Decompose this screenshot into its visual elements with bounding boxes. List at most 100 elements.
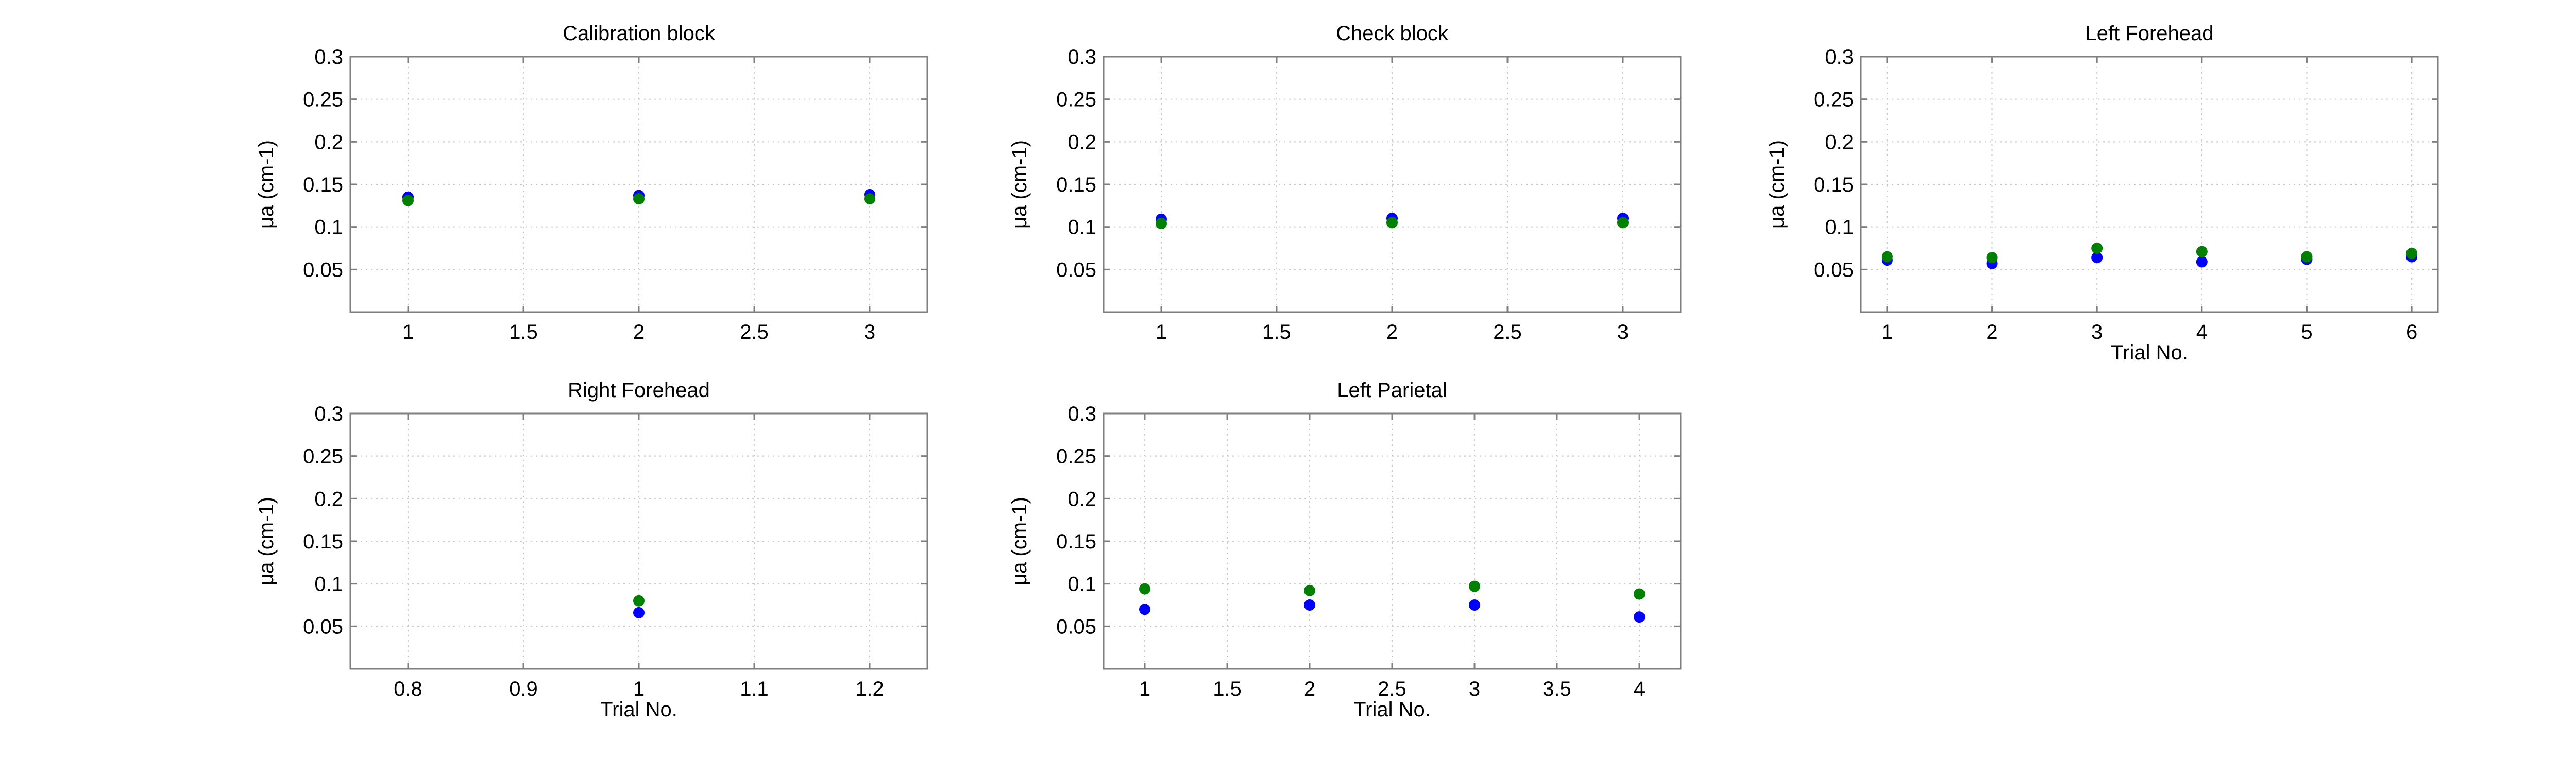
- x-axis-label: Trial No.: [600, 698, 677, 721]
- data-point: [633, 595, 645, 607]
- x-tick-label: 2: [1304, 678, 1315, 700]
- data-point: [1469, 580, 1480, 592]
- x-tick-label: 1: [402, 321, 414, 343]
- plot-frame: [1860, 56, 2439, 313]
- subplot-title: Calibration block: [563, 22, 716, 45]
- x-tick-label: 1.1: [740, 678, 769, 700]
- y-tick-label: 0.2: [1825, 131, 1854, 153]
- x-tick-label: 6: [2406, 321, 2417, 343]
- data-point: [2406, 247, 2418, 259]
- y-tick-label: 0.1: [1825, 216, 1854, 239]
- subplot: 1 1.5 2 2.5 3 0.05 0.1 0.15 0.2 0.25 0.3 Calibratio…: [255, 22, 928, 343]
- y-tick-label: 0.25: [303, 89, 343, 111]
- y-tick-label: 0.2: [314, 488, 343, 510]
- y-tick-label: 0.3: [1067, 46, 1096, 68]
- x-tick-label: 0.9: [509, 678, 538, 700]
- y-tick-label: 0.15: [303, 530, 343, 553]
- y-tick-label: 0.15: [1056, 174, 1096, 196]
- data-point: [864, 193, 875, 205]
- y-tick-label: 0.25: [1056, 89, 1096, 111]
- plot-frame: [349, 56, 928, 313]
- data-point: [2301, 251, 2313, 263]
- x-axis-label: Trial No.: [2111, 341, 2188, 364]
- x-tick-label: 1: [1156, 321, 1167, 343]
- plot-frame: [1103, 412, 1682, 670]
- y-axis-label: μa (cm-1): [1008, 497, 1031, 585]
- y-tick-label: 0.3: [314, 46, 343, 68]
- y-tick-label: 0.25: [303, 445, 343, 468]
- y-tick-label: 0.3: [1067, 403, 1096, 425]
- x-tick-label: 4: [1634, 678, 1645, 700]
- subplot-title: Left Forehead: [2085, 22, 2213, 45]
- x-tick-label: 3: [2091, 321, 2103, 343]
- data-point: [1304, 599, 1315, 611]
- data-point: [2091, 252, 2103, 264]
- data-point: [1634, 611, 1645, 623]
- x-axis-label: Trial No.: [1353, 698, 1431, 721]
- subplot-title: Right Forehead: [568, 379, 710, 402]
- y-tick-label: 0.2: [1067, 131, 1096, 153]
- x-tick-label: 3: [864, 321, 875, 343]
- x-tick-label: 1.5: [1262, 321, 1291, 343]
- y-tick-label: 0.1: [314, 573, 343, 596]
- y-tick-label: 0.1: [1067, 216, 1096, 239]
- y-tick-label: 0.05: [303, 259, 343, 281]
- y-tick-label: 0.15: [1814, 174, 1854, 196]
- x-tick-label: 1.5: [1213, 678, 1242, 700]
- x-tick-label: 1: [1139, 678, 1150, 700]
- y-axis-label: μa (cm-1): [255, 140, 278, 229]
- x-tick-label: 1.5: [509, 321, 538, 343]
- y-tick-label: 0.15: [1056, 530, 1096, 553]
- subplot: 1 2 3 4 5 6 0.05 0.1 0.15 0.2 0.25 0.3 Left Forehead…: [1766, 22, 2439, 364]
- y-tick-label: 0.25: [1056, 445, 1096, 468]
- data-point: [2196, 246, 2208, 257]
- plot-frame: [349, 412, 928, 670]
- data-point: [2196, 256, 2208, 268]
- data-point: [633, 607, 645, 618]
- y-tick-label: 0.15: [303, 174, 343, 196]
- data-point: [402, 195, 414, 206]
- data-point: [2091, 243, 2103, 254]
- x-tick-label: 1.2: [855, 678, 884, 700]
- x-tick-label: 5: [2301, 321, 2312, 343]
- data-point: [1386, 217, 1398, 229]
- subplot-title: Check block: [1336, 22, 1449, 45]
- y-tick-label: 0.05: [303, 615, 343, 638]
- x-tick-label: 1: [633, 678, 645, 700]
- data-point: [1634, 588, 1645, 600]
- y-tick-label: 0.05: [1056, 259, 1096, 281]
- data-point: [1617, 217, 1629, 229]
- y-tick-label: 0.3: [1825, 46, 1854, 68]
- y-axis-label: μa (cm-1): [1766, 140, 1788, 229]
- x-tick-label: 2.5: [1493, 321, 1522, 343]
- x-tick-label: 2.5: [740, 321, 769, 343]
- subplot: 1 1.5 2 2.5 3 0.05 0.1 0.15 0.2 0.25 0.3 Check bloc…: [1008, 22, 1682, 343]
- x-tick-label: 0.8: [394, 678, 422, 700]
- x-tick-label: 2: [633, 321, 645, 343]
- y-tick-label: 0.1: [1067, 573, 1096, 596]
- data-point: [1469, 599, 1480, 611]
- data-point: [1881, 251, 1893, 263]
- x-tick-label: 4: [2196, 321, 2208, 343]
- x-tick-label: 3.5: [1543, 678, 1571, 700]
- x-tick-label: 2.5: [1378, 678, 1406, 700]
- data-point: [1139, 583, 1150, 595]
- y-tick-label: 0.05: [1056, 615, 1096, 638]
- subplot: 1 1.5 2 2.5 3 3.5 4 0.05 0.1 0.15 0.2 0.25 0.3 Left P…: [1008, 379, 1682, 721]
- y-tick-label: 0.25: [1814, 89, 1854, 111]
- data-point: [633, 193, 645, 205]
- data-point: [1156, 218, 1167, 230]
- y-tick-label: 0.1: [314, 216, 343, 239]
- y-axis-label: μa (cm-1): [1008, 140, 1031, 229]
- subplot: 0.8 0.9 1 1.1 1.2 0.05 0.1 0.15 0.2 0.25 0.3 Right …: [255, 379, 928, 721]
- data-point: [1139, 604, 1150, 615]
- x-tick-label: 2: [1386, 321, 1398, 343]
- x-tick-label: 2: [1986, 321, 1997, 343]
- x-tick-label: 3: [1617, 321, 1629, 343]
- y-tick-label: 0.2: [314, 131, 343, 153]
- y-axis-label: μa (cm-1): [255, 497, 278, 585]
- subplot-title: Left Parietal: [1337, 379, 1447, 402]
- x-tick-label: 3: [1469, 678, 1480, 700]
